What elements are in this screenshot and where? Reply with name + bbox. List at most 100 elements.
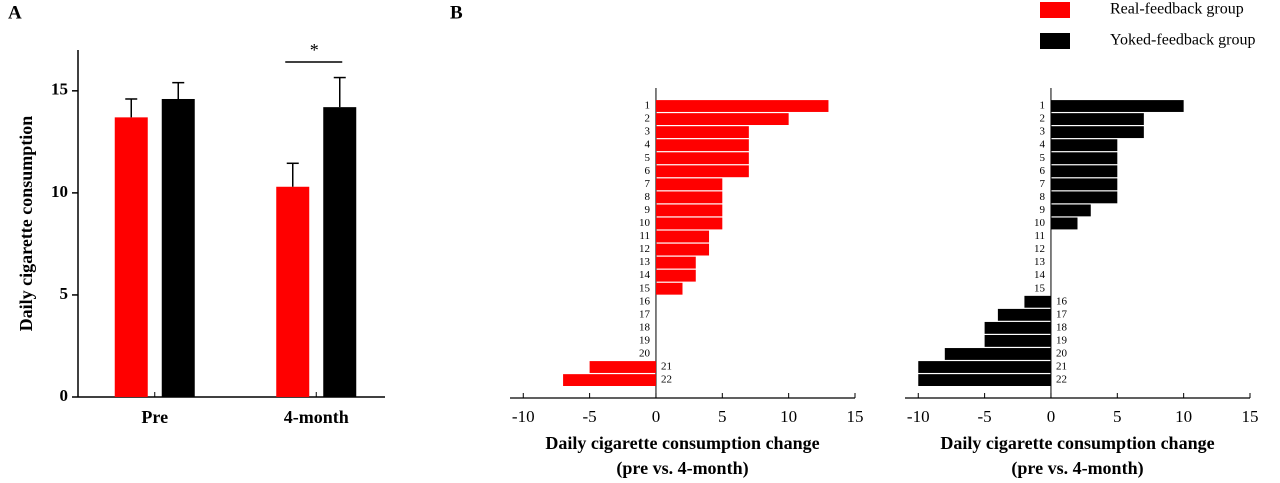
- y-axis-title: Daily cigarette consumption: [16, 116, 36, 332]
- legend-label: Real-feedback group: [1110, 1, 1244, 18]
- x-tick-label: 4-month: [284, 407, 349, 427]
- bar: [997, 308, 1051, 321]
- x-tick-label: 0: [1047, 407, 1056, 426]
- category-label: 7: [1039, 178, 1045, 190]
- bar: [655, 256, 696, 269]
- x-tick-label: -10: [512, 407, 535, 426]
- category-label: 9: [1039, 204, 1045, 216]
- category-label: 2: [644, 113, 650, 125]
- x-tick-label: -5: [978, 407, 992, 426]
- category-label: 12: [639, 243, 650, 255]
- bar: [655, 204, 723, 217]
- bar: [161, 98, 195, 398]
- x-tick-label: 10: [780, 407, 797, 426]
- x-axis-title: (pre vs. 4-month): [616, 458, 748, 479]
- category-label: 22: [1056, 374, 1067, 386]
- bar: [655, 282, 683, 295]
- x-tick-label: 15: [1242, 407, 1259, 426]
- category-label: 20: [639, 348, 651, 360]
- category-label: 19: [1056, 334, 1068, 346]
- x-tick-label: 5: [1113, 407, 1122, 426]
- bar: [563, 374, 656, 386]
- category-label: 18: [639, 321, 651, 333]
- category-label: 10: [1034, 217, 1046, 229]
- bar: [655, 269, 696, 282]
- bar: [1050, 152, 1118, 165]
- category-label: 6: [644, 165, 650, 177]
- legend-swatch: [1040, 33, 1070, 49]
- category-label: 21: [661, 361, 672, 373]
- y-tick-label: 5: [60, 284, 69, 303]
- bar: [1050, 100, 1184, 112]
- category-label: 14: [1034, 269, 1046, 281]
- bar: [1050, 139, 1118, 152]
- bar: [655, 191, 723, 204]
- category-label: 18: [1056, 321, 1068, 333]
- category-label: 15: [639, 282, 651, 294]
- bar: [944, 348, 1051, 360]
- category-label: 13: [639, 256, 651, 268]
- bar: [1024, 295, 1051, 308]
- category-label: 10: [639, 217, 651, 229]
- bar: [1050, 113, 1144, 125]
- bar: [655, 230, 710, 243]
- category-label: 19: [639, 334, 651, 346]
- x-axis-title: Daily cigarette consumption change: [940, 433, 1214, 453]
- y-tick-label: 10: [51, 182, 68, 201]
- category-label: 13: [1034, 256, 1046, 268]
- panel-label: B: [450, 2, 463, 23]
- x-tick-label: Pre: [141, 407, 168, 427]
- bar: [655, 243, 710, 256]
- category-label: 16: [1056, 295, 1068, 307]
- category-label: 17: [639, 308, 651, 320]
- legend-label: Yoked-feedback group: [1110, 32, 1255, 49]
- category-label: 2: [1039, 113, 1045, 125]
- category-label: 11: [1034, 230, 1045, 242]
- category-label: 21: [1056, 361, 1067, 373]
- x-tick-label: -10: [907, 407, 930, 426]
- category-label: 8: [1039, 191, 1045, 203]
- category-label: 4: [1039, 139, 1045, 151]
- category-label: 8: [644, 191, 650, 203]
- bar: [655, 113, 789, 125]
- x-tick-label: -5: [583, 407, 597, 426]
- category-label: 6: [1039, 165, 1045, 177]
- x-axis-title: Daily cigarette consumption change: [545, 433, 819, 453]
- x-axis-title: (pre vs. 4-month): [1011, 458, 1143, 479]
- bar: [1050, 178, 1118, 191]
- category-label: 3: [1039, 126, 1045, 138]
- bar: [655, 178, 723, 191]
- bar: [918, 361, 1051, 373]
- category-label: 4: [644, 139, 650, 151]
- y-tick-label: 0: [60, 386, 69, 405]
- bar: [655, 152, 749, 165]
- bar: [918, 374, 1051, 386]
- bar: [984, 321, 1051, 334]
- bar: [1050, 191, 1118, 204]
- bar: [276, 186, 310, 397]
- category-label: 11: [639, 230, 650, 242]
- category-label: 5: [644, 152, 650, 164]
- category-label: 20: [1056, 348, 1068, 360]
- category-label: 16: [639, 295, 651, 307]
- x-tick-label: 5: [718, 407, 727, 426]
- bar: [1050, 204, 1091, 217]
- x-tick-label: 0: [652, 407, 661, 426]
- legend-swatch: [1040, 2, 1070, 18]
- category-label: 14: [639, 269, 651, 281]
- category-label: 1: [644, 100, 650, 112]
- bar: [1050, 217, 1078, 230]
- bar: [655, 165, 749, 178]
- category-label: 15: [1034, 282, 1046, 294]
- category-label: 17: [1056, 308, 1068, 320]
- category-label: 9: [644, 204, 650, 216]
- category-label: 7: [644, 178, 650, 190]
- bar: [655, 126, 749, 139]
- bar: [589, 361, 656, 373]
- category-label: 5: [1039, 152, 1045, 164]
- category-label: 22: [661, 374, 672, 386]
- bar: [1050, 126, 1144, 139]
- panel-label: A: [8, 2, 22, 23]
- category-label: 1: [1039, 100, 1045, 112]
